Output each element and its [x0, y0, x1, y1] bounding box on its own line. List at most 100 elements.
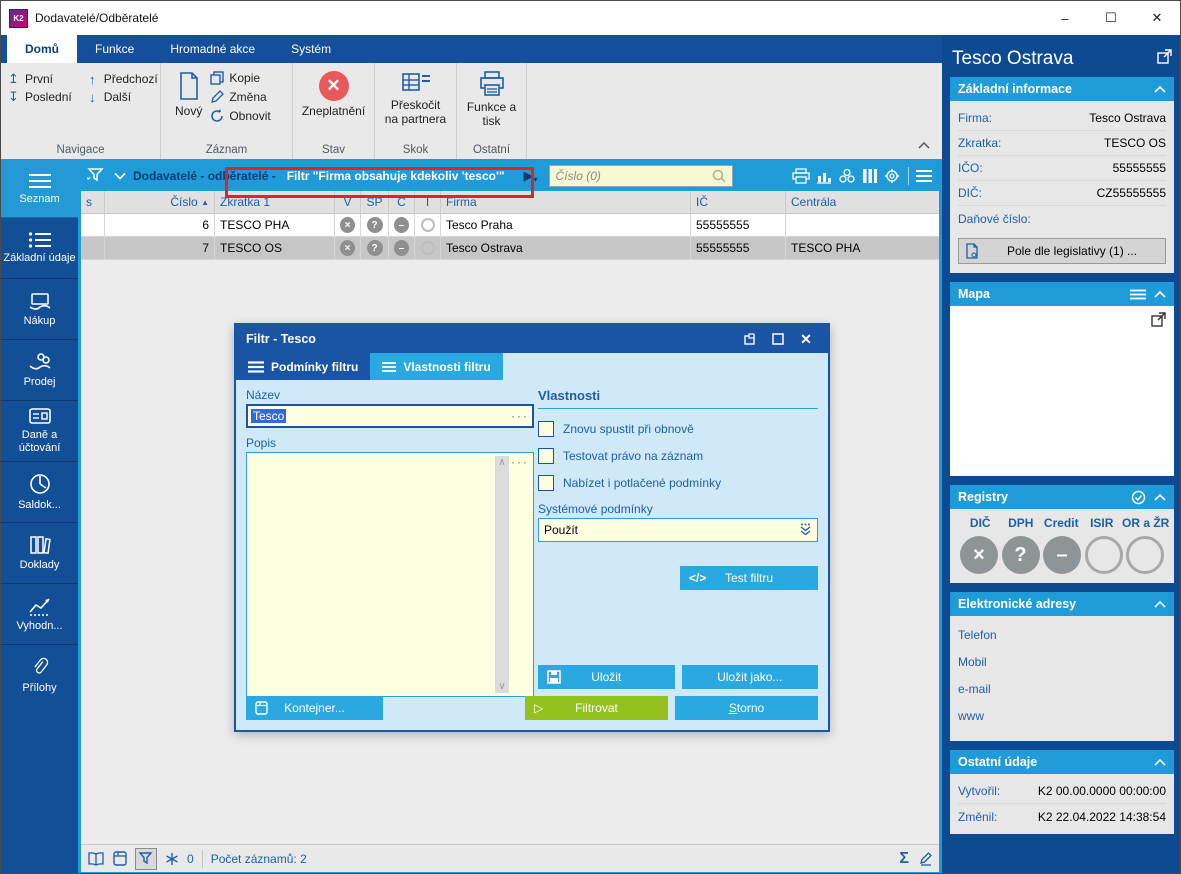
column-header-s[interactable]: s	[81, 191, 105, 213]
link-mobil[interactable]: Mobil	[958, 654, 987, 669]
scroll-up-icon[interactable]: ∧	[498, 457, 506, 468]
column-header-v[interactable]: V	[335, 191, 361, 213]
column-header-i[interactable]: I	[415, 191, 441, 213]
section-header[interactable]: Základní informace	[950, 77, 1174, 101]
dialog-titlebar[interactable]: Filtr - Tesco ✕	[236, 325, 828, 353]
last-button[interactable]: ↧ Poslední	[7, 89, 72, 105]
registry-status-empty-icon[interactable]	[1126, 536, 1164, 574]
previous-button[interactable]: ↑ Předchozí	[86, 71, 158, 87]
section-header[interactable]: Registry	[950, 485, 1174, 509]
checkbox-nabizet-podminky[interactable]: Nabízet i potlačené podmínky	[538, 475, 818, 491]
dialog-maximize-icon[interactable]	[766, 329, 790, 349]
active-filter-label[interactable]: Filtr "Firma obsahuje kdekoliv 'tesco'"	[286, 169, 505, 183]
relations-icon[interactable]	[838, 168, 856, 184]
filtrovat-button[interactable]: ▷ Filtrovat	[525, 696, 668, 720]
tab-hromadne-akce[interactable]: Hromadné akce	[170, 42, 256, 56]
sidebar-item-dane-a-uctovani[interactable]: Daně a účtování	[1, 401, 78, 462]
collapse-chevron-icon[interactable]	[1154, 600, 1166, 608]
section-header[interactable]: Mapa	[950, 282, 1174, 306]
link-www[interactable]: www	[958, 708, 984, 723]
ulozit-jako-button[interactable]: Uložit jako...	[681, 665, 818, 689]
collapse-chevron-icon[interactable]	[1154, 290, 1166, 298]
tab-podminky-filtru[interactable]: Podmínky filtru	[236, 353, 371, 380]
column-header-firma[interactable]: Firma	[441, 191, 691, 213]
column-header-sp[interactable]: SP	[361, 191, 389, 213]
ribbon-collapse-chevron[interactable]	[918, 139, 930, 153]
table-row[interactable]: 6 TESCO PHA × ? – Tesco Praha 55555555	[81, 214, 939, 237]
pole-dle-legislativy-button[interactable]: Pole dle legislativy (1) ...	[958, 238, 1166, 264]
registry-status-empty-icon[interactable]	[1084, 536, 1123, 574]
sidebar-item-nakup[interactable]: Nákup	[1, 279, 78, 340]
sidebar-item-doklady[interactable]: Doklady	[1, 523, 78, 584]
column-header-centrala[interactable]: Centrála	[791, 195, 837, 209]
sidebar-item-seznam[interactable]: Seznam	[1, 161, 78, 218]
popis-scrollbar[interactable]: ∧ ∨	[495, 456, 509, 693]
dialog-dock-icon[interactable]	[738, 329, 762, 349]
invalidate-button[interactable]: ✕ Zneplatnění	[294, 67, 373, 122]
popis-ellipsis-button[interactable]: ···	[511, 455, 529, 469]
column-header-zkratka[interactable]: Zkratka 1	[215, 191, 335, 213]
collapse-chevron-icon[interactable]	[1154, 758, 1166, 766]
menu-hamburger-icon[interactable]	[915, 169, 933, 183]
checkbox-znovu-spustit[interactable]: Znovu spustit při obnově	[538, 421, 818, 437]
link-telefon[interactable]: Telefon	[958, 627, 997, 642]
print-icon[interactable]	[792, 168, 810, 184]
collapse-chevron-icon[interactable]	[1154, 85, 1166, 93]
column-header-ic[interactable]: IČ	[691, 191, 786, 213]
registry-status-dash-icon[interactable]: –	[1043, 536, 1081, 574]
settings-gear-icon[interactable]	[884, 168, 902, 184]
refresh-button[interactable]: Obnovit	[210, 109, 271, 123]
tab-vlastnosti-filtru[interactable]: Vlastnosti filtru	[370, 353, 503, 380]
tab-system[interactable]: Systém	[291, 42, 332, 56]
menu-icon[interactable]	[1130, 289, 1146, 300]
chart-icon[interactable]	[816, 168, 832, 184]
systemove-podminky-select[interactable]: Použít	[538, 518, 818, 542]
columns-icon[interactable]	[862, 168, 878, 184]
column-header-cislo[interactable]: Číslo ▲	[105, 191, 215, 213]
nazev-ellipsis-button[interactable]: ···	[511, 409, 529, 423]
section-header[interactable]: Ostatní údaje	[950, 750, 1174, 774]
scroll-down-icon[interactable]: ∨	[498, 681, 506, 692]
close-button[interactable]: ✕	[1151, 10, 1163, 25]
ulozit-button[interactable]: Uložit	[538, 665, 675, 689]
jump-to-partner-button[interactable]: Přeskočit na partnera	[381, 67, 450, 130]
column-header-c[interactable]: C	[389, 191, 415, 213]
storno-button[interactable]: Storno	[675, 696, 818, 720]
filter-funnel-icon[interactable]	[87, 167, 107, 185]
checkbox-testovat-pravo[interactable]: Testovat právo na záznam	[538, 448, 818, 464]
collapse-chevron-icon[interactable]	[1154, 493, 1166, 501]
check-circle-icon[interactable]	[1131, 490, 1146, 505]
change-button[interactable]: Změna	[210, 90, 270, 104]
run-filter-arrow-icon[interactable]: ▶▾	[523, 168, 538, 184]
new-record-button[interactable]: Nový	[167, 67, 210, 122]
tab-funkce[interactable]: Funkce	[95, 42, 135, 56]
chevron-down-icon[interactable]	[114, 172, 126, 180]
table-row-selected[interactable]: 7 TESCO OS × ? – Tesco Ostrava 55555555 …	[81, 237, 939, 260]
checkbox-icon[interactable]	[538, 448, 554, 464]
next-button[interactable]: ↓ Další	[86, 89, 158, 105]
tab-domu[interactable]: Domů	[7, 35, 77, 63]
functions-print-button[interactable]: Funkce a tisk	[463, 67, 520, 132]
link-email[interactable]: e-mail	[958, 681, 991, 696]
dialog-close-icon[interactable]: ✕	[800, 330, 812, 347]
search-input[interactable]: Číslo (0)	[548, 165, 733, 187]
open-external-icon[interactable]	[1157, 48, 1172, 70]
freeze-snowflake-icon[interactable]	[165, 852, 179, 866]
book-view-icon[interactable]	[87, 851, 105, 866]
section-header[interactable]: Elektronické adresy	[950, 592, 1174, 616]
checkbox-icon[interactable]	[538, 421, 554, 437]
sidebar-item-vyhodnoceni[interactable]: Vyhodn...	[1, 584, 78, 645]
maximize-button[interactable]: ☐	[1105, 10, 1117, 25]
copy-button[interactable]: Kopie	[210, 71, 270, 85]
sidebar-item-prodej[interactable]: Prodej	[1, 340, 78, 401]
edit-pencil-icon[interactable]	[919, 851, 933, 866]
filter-active-toggle[interactable]	[135, 847, 157, 870]
popis-textarea[interactable]: ∧ ∨ ···	[246, 452, 534, 697]
sidebar-item-zakladni-udaje[interactable]: Základní údaje	[1, 218, 78, 279]
nazev-input[interactable]: Tesco ···	[246, 404, 534, 428]
sidebar-item-prilohy[interactable]: Přílohy	[1, 645, 78, 706]
minimize-button[interactable]: –	[1061, 10, 1069, 26]
registry-status-question-icon[interactable]: ?	[1001, 536, 1040, 574]
kontejner-button[interactable]: Kontejner...	[246, 696, 383, 720]
open-map-external-icon[interactable]	[1151, 312, 1166, 330]
